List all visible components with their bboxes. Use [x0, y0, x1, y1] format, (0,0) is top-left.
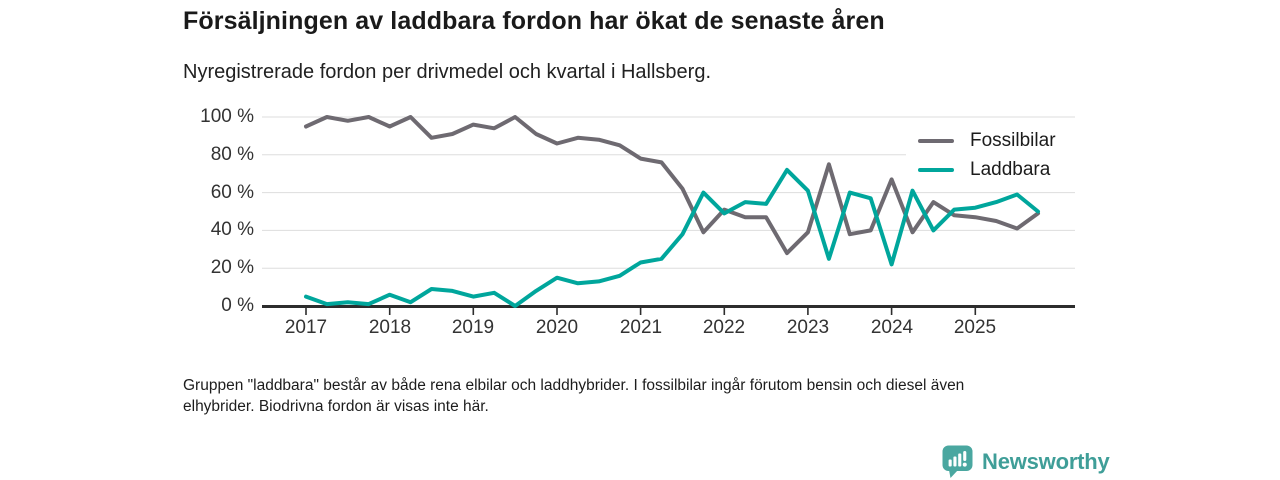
- brand-name: Newsworthy: [982, 449, 1110, 474]
- laddbara-line-swatch: [918, 168, 954, 172]
- y-tick-label: 100 %: [200, 106, 254, 127]
- y-tick-label: 0 %: [221, 295, 254, 316]
- legend: Fossilbilar Laddbara: [906, 126, 1076, 185]
- footnote: Gruppen "laddbara" består av både rena e…: [183, 376, 1083, 418]
- x-tick-label: 2021: [619, 317, 663, 338]
- plot-svg: [262, 115, 1075, 315]
- fossilbilar-line: [304, 115, 1040, 256]
- laddbara-line: [304, 167, 1040, 308]
- x-tick-label: 2022: [702, 317, 746, 338]
- y-tick-label: 20 %: [210, 257, 254, 278]
- footnote-line: Gruppen "laddbara" består av både rena e…: [183, 377, 965, 394]
- page-subtitle: Nyregistrerade fordon per drivmedel och …: [183, 61, 712, 83]
- x-tick-label: 2018: [368, 317, 412, 338]
- legend-label: Laddbara: [970, 159, 1051, 180]
- y-tick-label: 40 %: [210, 219, 254, 240]
- fossilbilar-line-swatch: [918, 139, 954, 143]
- legend-item-laddbara: Laddbara: [918, 158, 1076, 182]
- newsworthy-logo[interactable]: Newsworthy: [942, 445, 1110, 479]
- x-tick-label: 2025: [953, 317, 997, 338]
- x-tick-label: 2024: [870, 317, 914, 338]
- legend-label: Fossilbilar: [970, 130, 1056, 151]
- x-tick-label: 2019: [451, 317, 495, 338]
- x-tick-label: 2017: [284, 317, 328, 338]
- newsworthy-bubble-chart-icon: [942, 445, 974, 479]
- x-tick-label: 2020: [535, 317, 579, 338]
- legend-item-fossilbilar: Fossilbilar: [918, 129, 1076, 153]
- y-tick-label: 60 %: [210, 182, 254, 203]
- x-tick-label: 2023: [786, 317, 830, 338]
- y-tick-label: 80 %: [210, 144, 254, 165]
- footnote-line: elhybrider. Biodrivna fordon är visas in…: [183, 397, 489, 415]
- page-title: Försäljningen av laddbara fordon har öka…: [183, 7, 885, 35]
